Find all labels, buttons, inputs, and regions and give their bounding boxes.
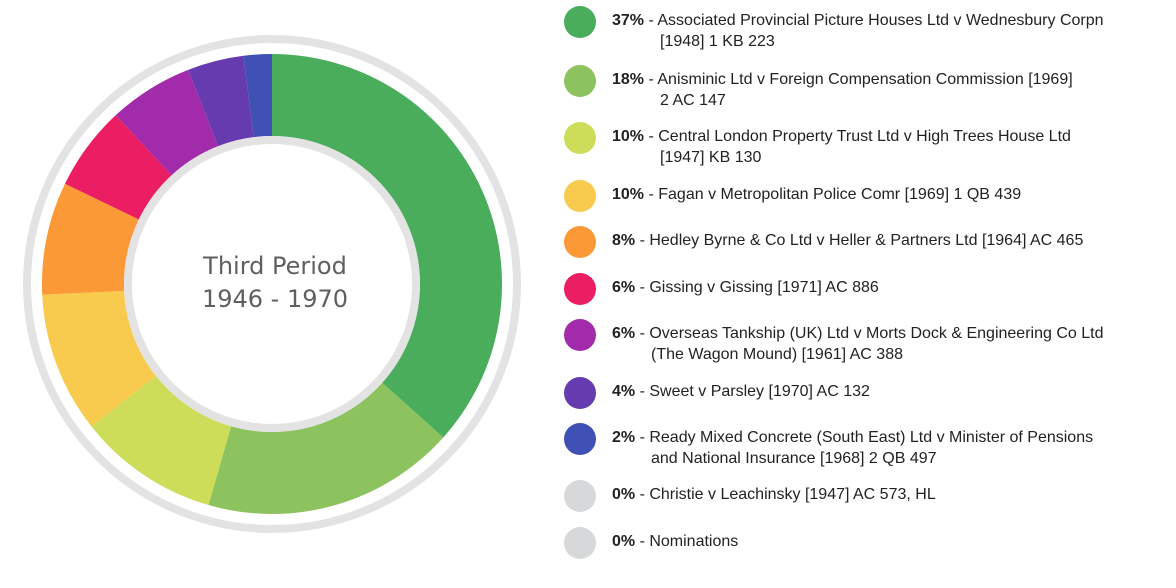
donut-slice[interactable] (188, 55, 254, 147)
legend-separator: - (635, 279, 650, 296)
legend-percent: 4% (612, 383, 636, 400)
legend-percent: 2% (612, 429, 636, 446)
legend-separator: - (635, 533, 650, 550)
legend-color-dot (564, 527, 596, 559)
outer-ring (23, 35, 521, 533)
legend-separator: - (635, 325, 650, 342)
legend-text: 6% - Gissing v Gissing [1971] AC 886 (612, 273, 1164, 298)
legend-label: Sweet v Parsley [1970] AC 132 (649, 383, 870, 400)
legend-separator: - (644, 186, 659, 203)
legend-color-dot (564, 480, 596, 512)
donut-slice[interactable] (42, 290, 156, 427)
donut-slice[interactable] (41, 183, 139, 295)
legend-percent: 0% (612, 533, 636, 550)
legend-percent: 10% (612, 186, 645, 203)
legend-label: Christie v Leachinsky [1947] AC 573, HL (649, 486, 936, 503)
legend-separator: - (644, 128, 659, 145)
legend-text: 18% - Anisminic Ltd v Foreign Compensati… (612, 65, 1164, 111)
legend-label: Overseas Tankship (UK) Ltd v Morts Dock … (649, 325, 1104, 342)
center-title: Third Period (202, 252, 347, 280)
legend-item[interactable]: 4% - Sweet v Parsley [1970] AC 132 (564, 377, 1164, 409)
legend-percent: 6% (612, 279, 636, 296)
donut-chart: Third Period 1946 - 1970 (23, 35, 521, 533)
legend-item[interactable]: 0% - Christie v Leachinsky [1947] AC 573… (564, 480, 1164, 512)
legend-label: Gissing v Gissing [1971] AC 886 (649, 279, 879, 296)
legend-item[interactable]: 10% - Central London Property Trust Ltd … (564, 122, 1164, 168)
legend-text: 4% - Sweet v Parsley [1970] AC 132 (612, 377, 1164, 402)
legend-text: 37% - Associated Provincial Picture Hous… (612, 6, 1164, 52)
legend-label-continued: 2 AC 147 (660, 92, 726, 109)
legend-separator: - (635, 383, 650, 400)
legend-text: 0% - Nominations (612, 527, 1164, 552)
donut-slice[interactable] (115, 69, 219, 176)
legend-color-dot (564, 6, 596, 38)
inner-ring (124, 136, 420, 432)
legend-color-dot (564, 423, 596, 455)
legend-separator: - (644, 12, 658, 29)
legend-color-dot (564, 122, 596, 154)
legend-text: 8% - Hedley Byrne & Co Ltd v Heller & Pa… (612, 226, 1164, 251)
legend-label: Fagan v Metropolitan Police Comr [1969] … (658, 186, 1022, 203)
legend-item[interactable]: 6% - Overseas Tankship (UK) Ltd v Morts … (564, 319, 1164, 365)
legend-label-continued: (The Wagon Mound) [1961] AC 388 (651, 346, 903, 363)
legend-text: 6% - Overseas Tankship (UK) Ltd v Morts … (612, 319, 1164, 365)
donut-slice[interactable] (208, 382, 444, 514)
legend-separator: - (635, 232, 650, 249)
legend-item[interactable]: 10% - Fagan v Metropolitan Police Comr [… (564, 180, 1164, 212)
legend-color-dot (564, 180, 596, 212)
legend-color-dot (564, 65, 596, 97)
legend-percent: 8% (612, 232, 636, 249)
legend-percent: 6% (612, 325, 636, 342)
donut-slices (41, 54, 502, 514)
legend-item[interactable]: 37% - Associated Provincial Picture Hous… (564, 6, 1164, 52)
legend-text: 0% - Christie v Leachinsky [1947] AC 573… (612, 480, 1164, 505)
legend-separator: - (635, 486, 650, 503)
legend-label: Hedley Byrne & Co Ltd v Heller & Partner… (649, 232, 1084, 249)
legend-label-continued: and National Insurance [1968] 2 QB 497 (651, 450, 937, 467)
legend-separator: - (635, 429, 650, 446)
legend-item[interactable]: 2% - Ready Mixed Concrete (South East) L… (564, 423, 1164, 469)
legend-percent: 37% (612, 12, 645, 29)
legend-item[interactable]: 18% - Anisminic Ltd v Foreign Compensati… (564, 65, 1164, 111)
legend-label-continued: [1948] 1 KB 223 (660, 33, 775, 50)
legend-percent: 10% (612, 128, 645, 145)
donut-slice[interactable] (272, 54, 502, 438)
legend-color-dot (564, 226, 596, 258)
legend-separator: - (644, 71, 658, 88)
center-subtitle: 1946 - 1970 (202, 285, 348, 313)
donut-slice[interactable] (243, 54, 272, 138)
legend-color-dot (564, 273, 596, 305)
legend-label: Nominations (649, 533, 739, 550)
legend-label: Ready Mixed Concrete (South East) Ltd v … (649, 429, 1094, 446)
donut-slice[interactable] (91, 375, 232, 506)
legend-text: 10% - Fagan v Metropolitan Police Comr [… (612, 180, 1164, 205)
legend-text: 2% - Ready Mixed Concrete (South East) L… (612, 423, 1164, 469)
legend-color-dot (564, 377, 596, 409)
legend-item[interactable]: 6% - Gissing v Gissing [1971] AC 886 (564, 273, 1164, 305)
legend-label: Central London Property Trust Ltd v High… (658, 128, 1071, 145)
legend-label-continued: [1947] KB 130 (660, 149, 762, 166)
legend-percent: 18% (612, 71, 645, 88)
legend-text: 10% - Central London Property Trust Ltd … (612, 122, 1164, 168)
donut-chart-area: Third Period 1946 - 1970 (0, 0, 560, 588)
legend-percent: 0% (612, 486, 636, 503)
legend-item[interactable]: 8% - Hedley Byrne & Co Ltd v Heller & Pa… (564, 226, 1164, 258)
legend-label: Anisminic Ltd v Foreign Compensation Com… (657, 71, 1073, 88)
legend-label: Associated Provincial Picture Houses Ltd… (657, 12, 1104, 29)
legend-color-dot (564, 319, 596, 351)
donut-slice[interactable] (64, 115, 172, 220)
legend-item[interactable]: 0% - Nominations (564, 527, 1164, 559)
